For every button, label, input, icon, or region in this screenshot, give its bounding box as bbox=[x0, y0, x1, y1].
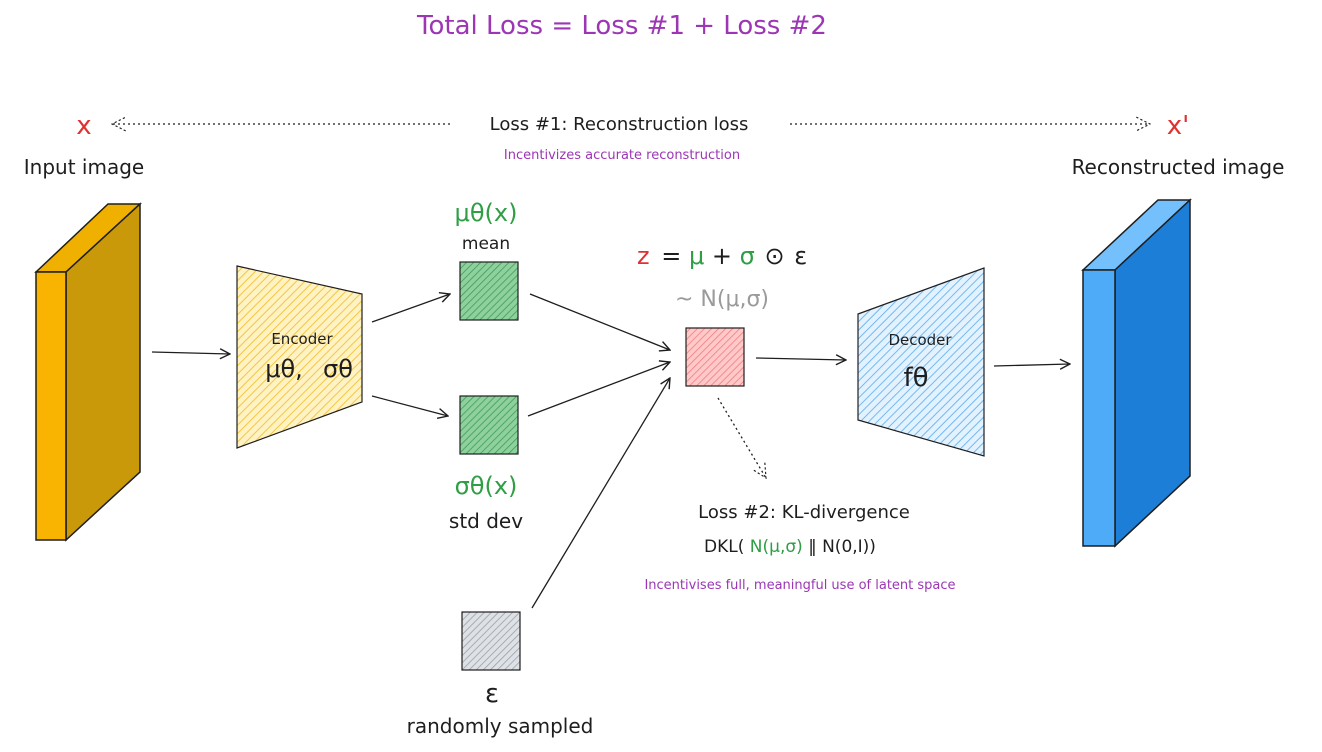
z-mu: μ bbox=[689, 242, 704, 270]
z-formula: z = μ + σ ⊙ ε bbox=[637, 242, 807, 270]
flow-arrows bbox=[151, 293, 1070, 609]
z-sigma: σ bbox=[740, 242, 755, 270]
z-distribution: ~ N(μ,σ) bbox=[675, 287, 769, 312]
epsilon-label: randomly sampled bbox=[407, 714, 594, 738]
arrow-std-z bbox=[527, 362, 670, 417]
z-latent-box bbox=[685, 327, 745, 387]
epsilon-symbol: ε bbox=[485, 679, 499, 709]
z-equals: = bbox=[661, 242, 681, 270]
std-formula: σθ(x) bbox=[455, 472, 518, 500]
decoder-label: Decoder bbox=[888, 331, 952, 349]
z-odot: ⊙ bbox=[765, 242, 785, 270]
std-label: std dev bbox=[449, 509, 523, 533]
arrow-mean-z bbox=[529, 293, 670, 350]
input-symbol: x bbox=[76, 111, 91, 141]
mean-formula: μθ(x) bbox=[455, 199, 518, 227]
arrow-z-loss2 bbox=[717, 397, 766, 478]
decoder-function: fθ bbox=[903, 363, 928, 393]
decoder-block bbox=[857, 267, 985, 457]
arrow-input-encoder bbox=[151, 352, 230, 354]
loss2-note: Incentivises full, meaningful use of lat… bbox=[644, 578, 955, 593]
z-symbol: z bbox=[637, 242, 650, 270]
output-label: Reconstructed image bbox=[1072, 155, 1285, 179]
encoder-params-mu: μθ, bbox=[265, 355, 303, 383]
loss2-formula-n1: N(μ,σ) bbox=[750, 537, 803, 557]
epsilon-box bbox=[461, 611, 521, 671]
encoder-block bbox=[236, 265, 363, 449]
arrow-z-decoder bbox=[755, 358, 846, 360]
mean-latent-box bbox=[459, 261, 519, 321]
loss1-label: Loss #1: Reconstruction loss bbox=[490, 114, 749, 135]
encoder-params-sigma: σθ bbox=[323, 355, 353, 383]
loss2-formula-rest: ‖ N(0,I)) bbox=[808, 537, 876, 557]
loss2-label: Loss #2: KL-divergence bbox=[698, 502, 910, 523]
output-image-block bbox=[1081, 198, 1192, 548]
input-image-block bbox=[34, 202, 142, 542]
z-eps: ε bbox=[794, 242, 807, 270]
arrow-encoder-mean bbox=[371, 294, 450, 323]
arrow-decoder-output bbox=[993, 364, 1070, 366]
z-plus: + bbox=[712, 242, 732, 270]
output-symbol: x' bbox=[1167, 111, 1190, 141]
mean-label: mean bbox=[462, 234, 510, 254]
loss2-formula-prefix: DKL( bbox=[704, 537, 744, 557]
input-label: Input image bbox=[24, 155, 144, 179]
total-loss-title: Total Loss = Loss #1 + Loss #2 bbox=[416, 11, 827, 41]
arrow-eps-z bbox=[531, 378, 670, 609]
loss2-formula: DKL( N(μ,σ) ‖ N(0,I)) bbox=[704, 537, 876, 557]
arrow-encoder-std bbox=[371, 395, 448, 416]
loss1-note: Incentivizes accurate reconstruction bbox=[504, 148, 740, 163]
std-latent-box bbox=[459, 395, 519, 455]
encoder-label: Encoder bbox=[271, 330, 333, 348]
